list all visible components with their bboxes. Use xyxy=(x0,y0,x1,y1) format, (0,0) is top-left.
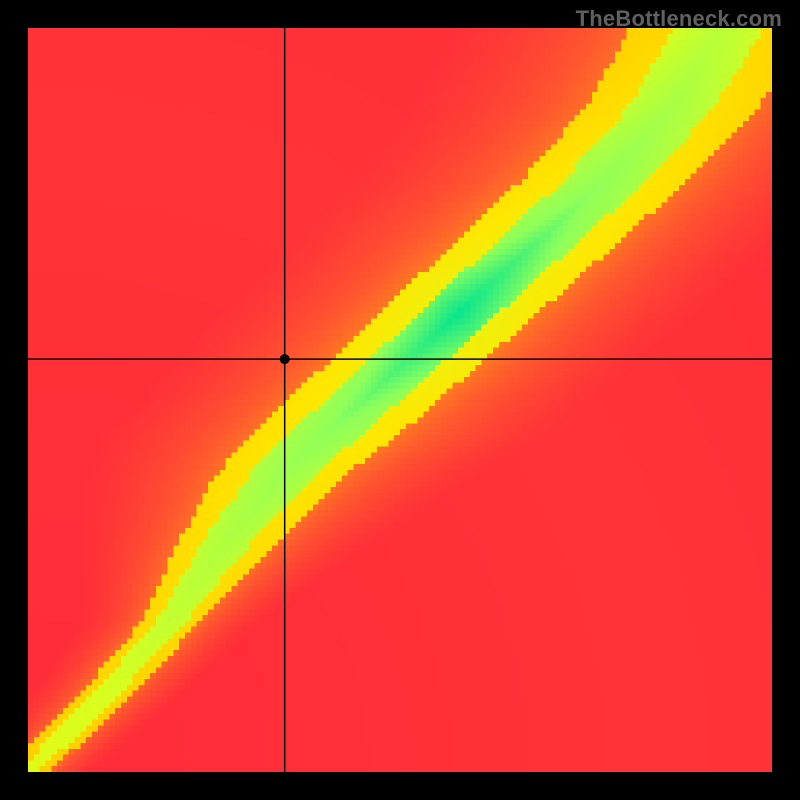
bottleneck-heatmap xyxy=(28,28,772,772)
chart-root: TheBottleneck.com xyxy=(0,0,800,800)
